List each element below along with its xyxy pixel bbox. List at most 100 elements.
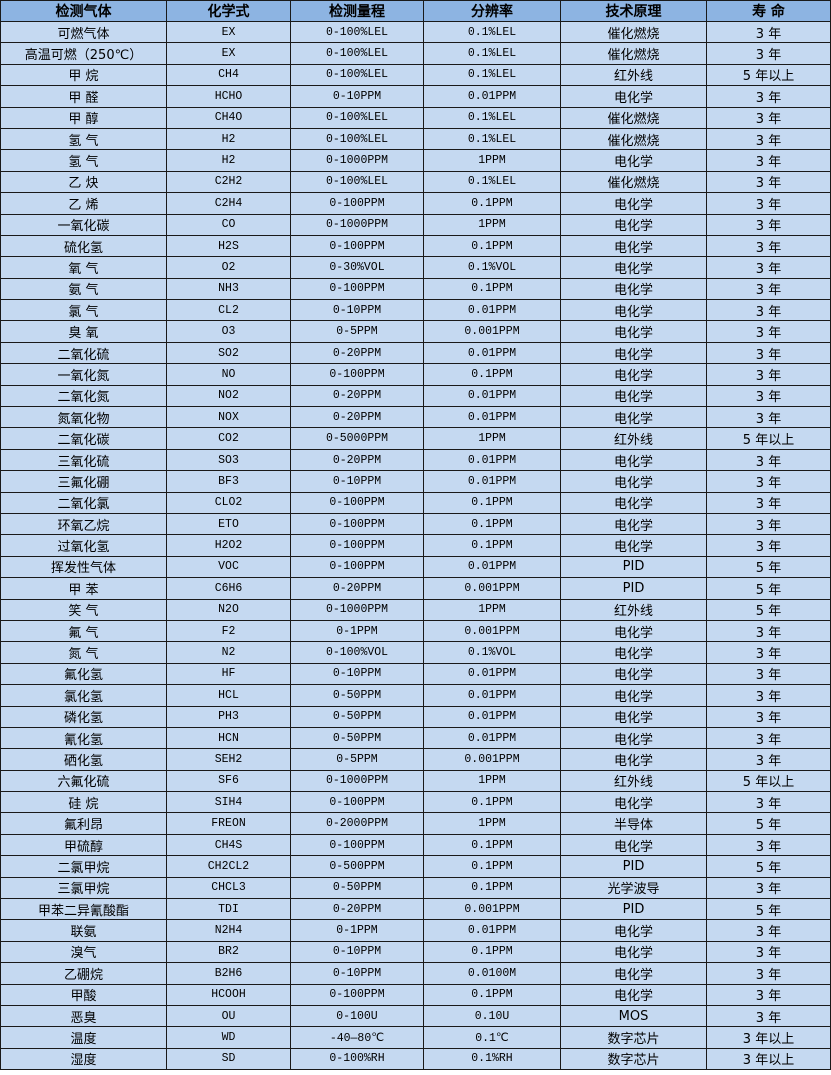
gas-cell: 氨 气 [0, 277, 167, 301]
lifespan-cell: 3 年 [706, 705, 831, 728]
principle-cell: 电化学 [560, 641, 707, 664]
lifespan-cell: 3 年以上 [706, 1047, 831, 1071]
principle-cell: MOS [560, 1004, 707, 1028]
table-row: 氟利昂 FREON 0-2000PPM 1PPM 半导体 5 年 [0, 812, 831, 835]
range-cell: 0-50PPM [290, 705, 424, 728]
principle-cell: 电化学 [560, 619, 707, 643]
resolution-cell: 0.01PPM [423, 85, 561, 108]
formula-cell: NH3 [166, 277, 291, 301]
principle-cell: 电化学 [560, 491, 707, 514]
principle-cell: 电化学 [560, 470, 707, 493]
formula-cell: WD [166, 1026, 291, 1049]
gas-cell: 二氧化碳 [0, 427, 167, 450]
gas-cell: 高温可燃（250℃） [0, 42, 167, 65]
principle-cell: 催化燃烧 [560, 106, 707, 129]
formula-cell: FREON [166, 812, 291, 835]
resolution-cell: 0.001PPM [423, 320, 561, 343]
lifespan-cell: 3 年 [706, 127, 831, 151]
table-row: 恶臭 OU 0-100U 0.10U MOS 3 年 [0, 1004, 831, 1028]
table-row: 甲硫醇 CH4S 0-100PPM 0.1PPM 电化学 3 年 [0, 833, 831, 857]
range-cell: 0-100PPM [290, 192, 424, 215]
formula-cell: SO3 [166, 448, 291, 472]
formula-cell: H2O2 [166, 534, 291, 557]
resolution-cell: 0.1%VOL [423, 256, 561, 279]
table-row: 臭 氧 O3 0-5PPM 0.001PPM 电化学 3 年 [0, 320, 831, 343]
formula-cell: CH2CL2 [166, 855, 291, 878]
principle-cell: 电化学 [560, 791, 707, 814]
gas-cell: 磷化氢 [0, 705, 167, 728]
resolution-cell: 0.01PPM [423, 448, 561, 472]
range-cell: 0-20PPM [290, 341, 424, 365]
table-row: 三氟化硼 BF3 0-10PPM 0.01PPM 电化学 3 年 [0, 470, 831, 493]
resolution-cell: 0.01PPM [423, 705, 561, 728]
formula-cell: CHCL3 [166, 876, 291, 900]
resolution-cell: 0.1%LEL [423, 170, 561, 194]
lifespan-cell: 3 年 [706, 106, 831, 129]
lifespan-cell: 3 年 [706, 256, 831, 279]
lifespan-cell: 5 年 [706, 855, 831, 878]
range-cell: 0-100%LEL [290, 42, 424, 65]
formula-cell: CH4O [166, 106, 291, 129]
lifespan-cell: 3 年 [706, 619, 831, 643]
formula-cell: SIH4 [166, 791, 291, 814]
resolution-cell: 0.10U [423, 1004, 561, 1028]
range-cell: 0-10PPM [290, 470, 424, 493]
formula-cell: ETO [166, 512, 291, 536]
lifespan-cell: 3 年 [706, 983, 831, 1006]
lifespan-cell: 5 年 [706, 598, 831, 621]
gas-cell: 硅 烷 [0, 791, 167, 814]
gas-cell: 甲苯二异氰酸酯 [0, 898, 167, 921]
principle-cell: 催化燃烧 [560, 42, 707, 65]
resolution-cell: 0.1PPM [423, 192, 561, 215]
table-row: 氯化氢 HCL 0-50PPM 0.01PPM 电化学 3 年 [0, 684, 831, 707]
table-row: 甲酸 HCOOH 0-100PPM 0.1PPM 电化学 3 年 [0, 983, 831, 1006]
resolution-cell: 0.1%VOL [423, 641, 561, 664]
formula-cell: H2 [166, 149, 291, 172]
formula-cell: N2H4 [166, 919, 291, 942]
resolution-cell: 0.01PPM [423, 406, 561, 429]
table-row: 氢 气 H2 0-1000PPM 1PPM 电化学 3 年 [0, 149, 831, 172]
lifespan-cell: 3 年 [706, 341, 831, 365]
range-cell: 0-20PPM [290, 577, 424, 600]
range-cell: 0-10PPM [290, 662, 424, 686]
gas-cell: 甲 烷 [0, 63, 167, 87]
range-cell: 0-100PPM [290, 512, 424, 536]
formula-cell: CL2 [166, 299, 291, 322]
range-cell: 0-100PPM [290, 983, 424, 1006]
principle-cell: 电化学 [560, 962, 707, 985]
gas-cell: 氟化氢 [0, 662, 167, 686]
resolution-cell: 0.01PPM [423, 726, 561, 750]
lifespan-cell: 3 年 [706, 726, 831, 750]
lifespan-cell: 3 年以上 [706, 1026, 831, 1049]
range-cell: 0-20PPM [290, 384, 424, 408]
principle-cell: 电化学 [560, 213, 707, 236]
formula-cell: C2H4 [166, 192, 291, 215]
table-row: 氟 气 F2 0-1PPM 0.001PPM 电化学 3 年 [0, 619, 831, 643]
formula-cell: EX [166, 42, 291, 65]
range-cell: 0-100%LEL [290, 63, 424, 87]
resolution-cell: 0.001PPM [423, 619, 561, 643]
table-row: 二氧化碳 CO2 0-5000PPM 1PPM 红外线 5 年以上 [0, 427, 831, 450]
table-row: 氮 气 N2 0-100%VOL 0.1%VOL 电化学 3 年 [0, 641, 831, 664]
lifespan-cell: 3 年 [706, 491, 831, 514]
header-formula: 化学式 [166, 0, 291, 22]
formula-cell: OU [166, 1004, 291, 1028]
gas-cell: 六氟化硫 [0, 769, 167, 793]
principle-cell: 电化学 [560, 983, 707, 1006]
formula-cell: HCHO [166, 85, 291, 108]
table-row: 六氟化硫 SF6 0-1000PPM 1PPM 红外线 5 年以上 [0, 769, 831, 793]
table-row: 甲 醇 CH4O 0-100%LEL 0.1%LEL 催化燃烧 3 年 [0, 106, 831, 129]
principle-cell: 电化学 [560, 940, 707, 964]
gas-cell: 环氧乙烷 [0, 512, 167, 536]
table-row: 氯 气 CL2 0-10PPM 0.01PPM 电化学 3 年 [0, 299, 831, 322]
range-cell: 0-100PPM [290, 791, 424, 814]
principle-cell: 电化学 [560, 534, 707, 557]
table-row: 三氯甲烷 CHCL3 0-50PPM 0.1PPM 光学波导 3 年 [0, 876, 831, 900]
table-row: 一氧化碳 CO 0-1000PPM 1PPM 电化学 3 年 [0, 213, 831, 236]
principle-cell: 电化学 [560, 277, 707, 301]
lifespan-cell: 3 年 [706, 448, 831, 472]
resolution-cell: 0.1PPM [423, 983, 561, 1006]
principle-cell: PID [560, 855, 707, 878]
formula-cell: CH4S [166, 833, 291, 857]
gas-cell: 氰化氢 [0, 726, 167, 750]
